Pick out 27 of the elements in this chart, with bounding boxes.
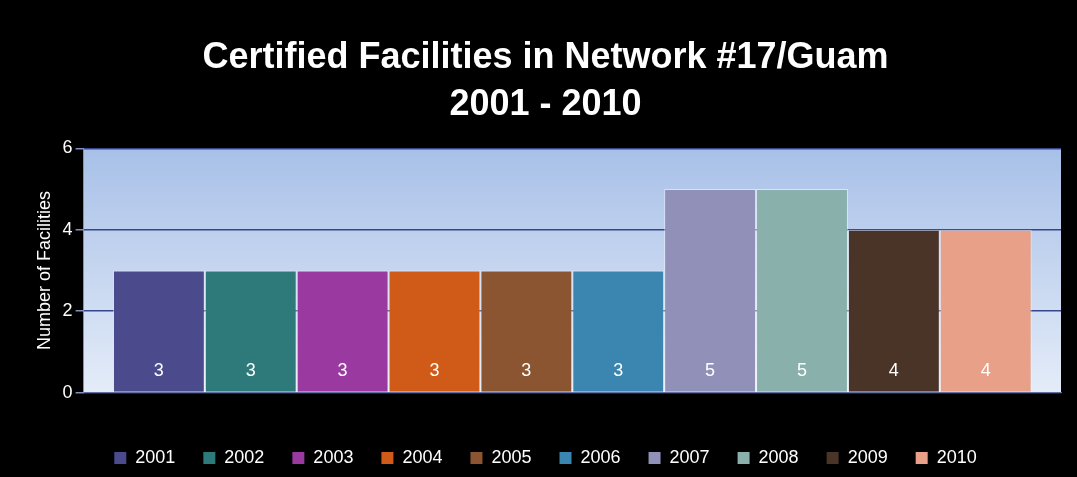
data-label: 3 [613, 359, 624, 380]
data-label: 3 [337, 359, 348, 380]
data-label: 5 [796, 359, 807, 380]
y-tick-label: 2 [62, 300, 73, 321]
y-tick-label: 4 [62, 218, 73, 239]
data-label: 3 [521, 359, 532, 380]
legend-label: 2004 [402, 446, 443, 467]
data-label: 3 [429, 359, 440, 380]
y-axis-title: Number of Facilities [33, 190, 54, 351]
legend-label: 2010 [936, 446, 977, 467]
data-label: 4 [980, 359, 991, 380]
chart-subtitle: 2001 - 2010 [449, 81, 642, 123]
data-label: 5 [705, 359, 716, 380]
legend-label: 2008 [758, 446, 799, 467]
legend-label: 2003 [313, 446, 354, 467]
y-tick-label: 6 [62, 137, 73, 158]
legend-label: 2009 [847, 446, 888, 467]
data-label: 4 [888, 359, 899, 380]
data-label: 3 [153, 359, 164, 380]
legend-label: 2002 [224, 446, 265, 467]
y-tick-label: 0 [62, 381, 73, 402]
legend-label: 2006 [580, 446, 621, 467]
chart-title: Certified Facilities in Network #17/Guam [202, 34, 889, 76]
legend-label: 2005 [491, 446, 532, 467]
legend-label: 2001 [135, 446, 176, 467]
data-label: 3 [245, 359, 256, 380]
legend-label: 2007 [669, 446, 710, 467]
